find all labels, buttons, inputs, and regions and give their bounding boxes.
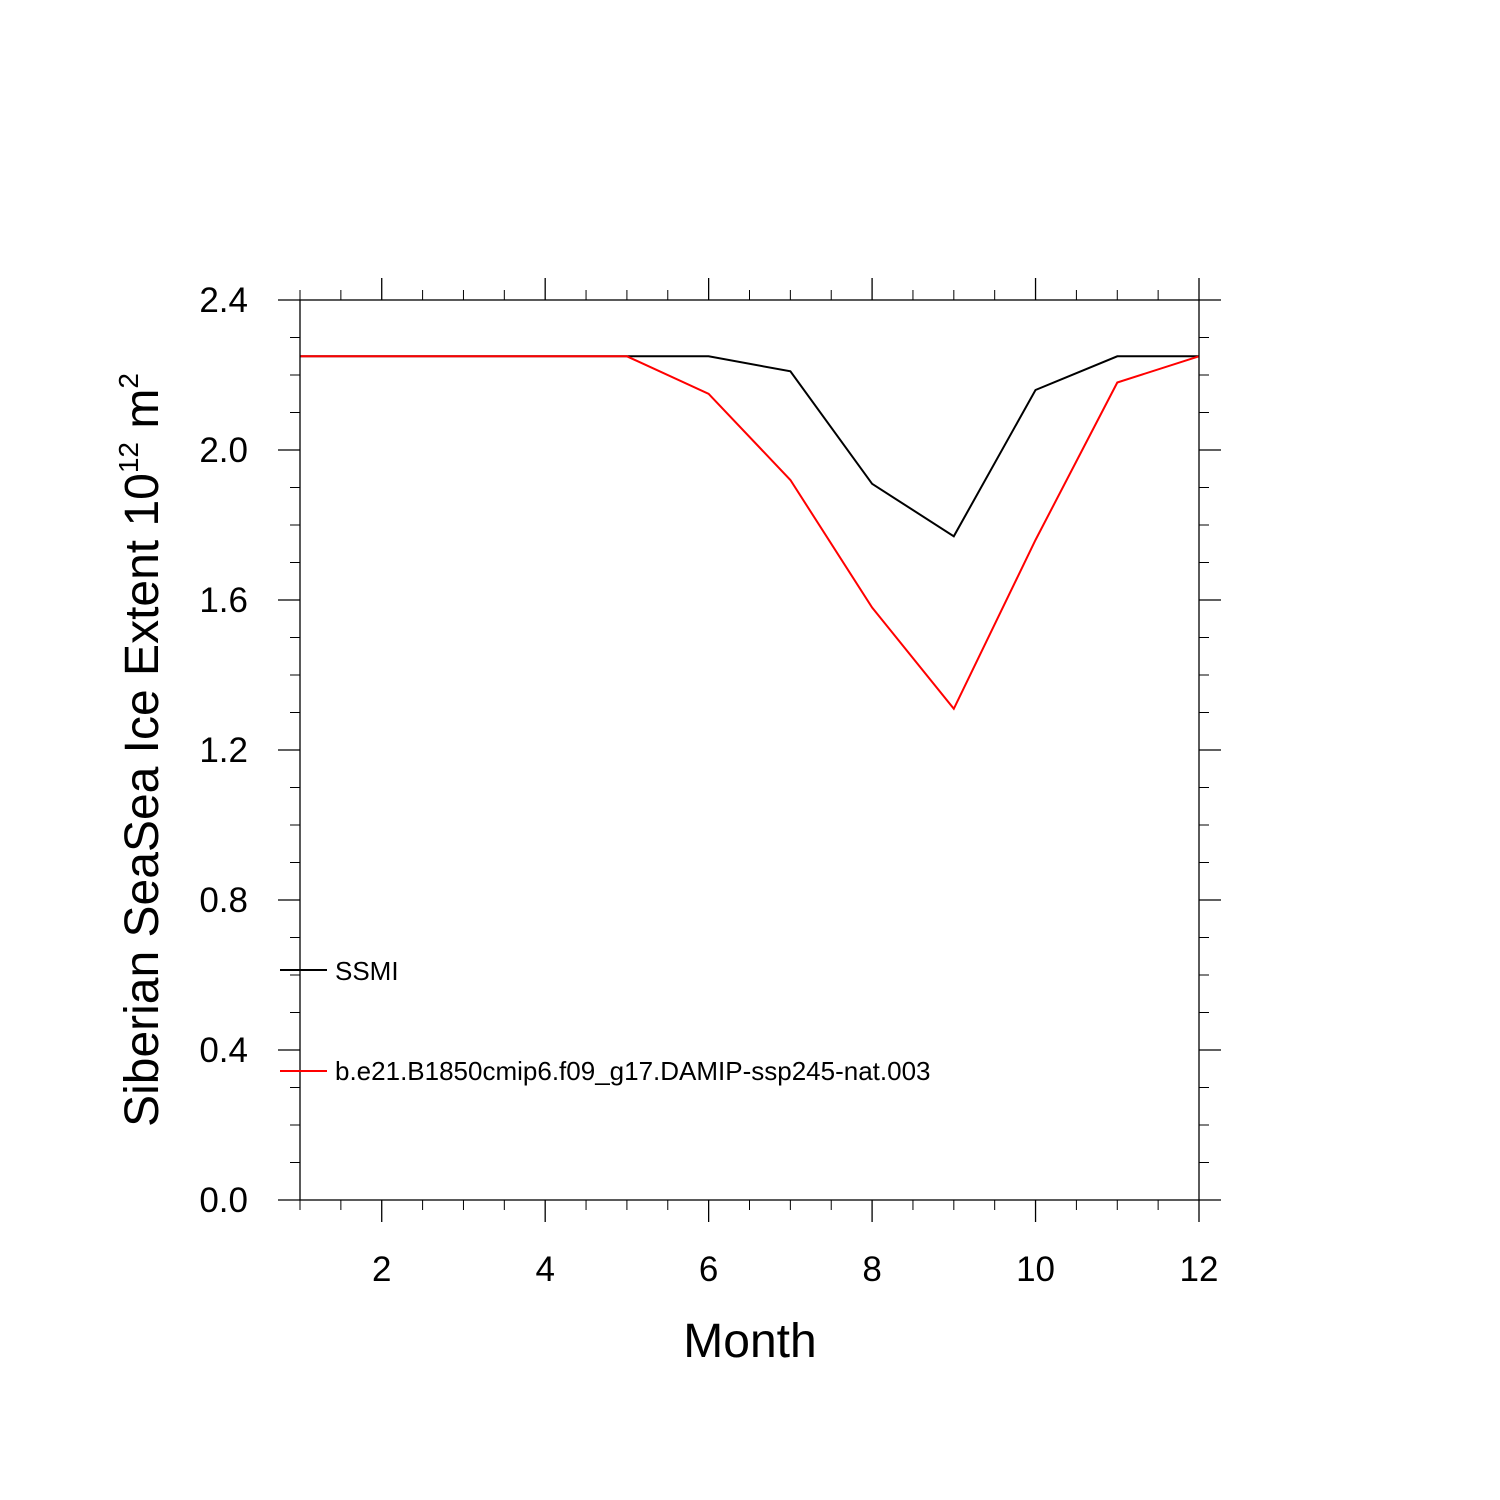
y-tick-label: 0.4 — [199, 1031, 248, 1070]
series-line-ssmi — [300, 355, 1199, 538]
plot-frame — [299, 299, 1200, 1201]
y-axis-title: Siberian SeaSea Ice Extent 1012 m2 — [113, 373, 169, 1127]
x-tick-label: 8 — [862, 1250, 881, 1289]
y-axis-title-unit: m — [116, 389, 169, 442]
x-tick-label: 4 — [535, 1250, 554, 1289]
y-axis-title-main: Siberian SeaSea Ice Extent 10 — [116, 473, 169, 1127]
x-axis-title: Month — [683, 1315, 816, 1368]
series-line-model — [300, 355, 1200, 711]
x-tick-label: 10 — [1016, 1250, 1055, 1289]
x-tick-label: 6 — [699, 1250, 718, 1289]
legend: SSMI b.e21.B1850cmip6.f09_g17.DAMIP-ssp2… — [280, 956, 931, 1086]
y-tick-label: 0.8 — [199, 881, 248, 920]
x-tick-labels: 2 4 6 8 10 12 — [372, 1250, 1218, 1289]
series-lines — [300, 355, 1200, 711]
minor-ticks — [290, 290, 1209, 1210]
y-axis-title-exponent: 12 — [113, 442, 144, 473]
legend-label-ssmi: SSMI — [335, 956, 399, 986]
y-tick-label: 1.2 — [199, 731, 248, 770]
legend-label-model: b.e21.B1850cmip6.f09_g17.DAMIP-ssp245-na… — [335, 1056, 931, 1086]
x-tick-label: 12 — [1180, 1250, 1219, 1289]
y-tick-label: 1.6 — [199, 581, 248, 620]
major-ticks — [278, 278, 1221, 1222]
y-axis-title-unit-exponent: 2 — [113, 373, 144, 389]
y-tick-label: 2.0 — [199, 431, 248, 470]
y-tick-label: 2.4 — [199, 281, 248, 320]
x-tick-label: 2 — [372, 1250, 391, 1289]
y-tick-labels: 0.0 0.4 0.8 1.2 1.6 2.0 2.4 — [199, 281, 248, 1220]
y-tick-label: 0.0 — [199, 1181, 248, 1220]
